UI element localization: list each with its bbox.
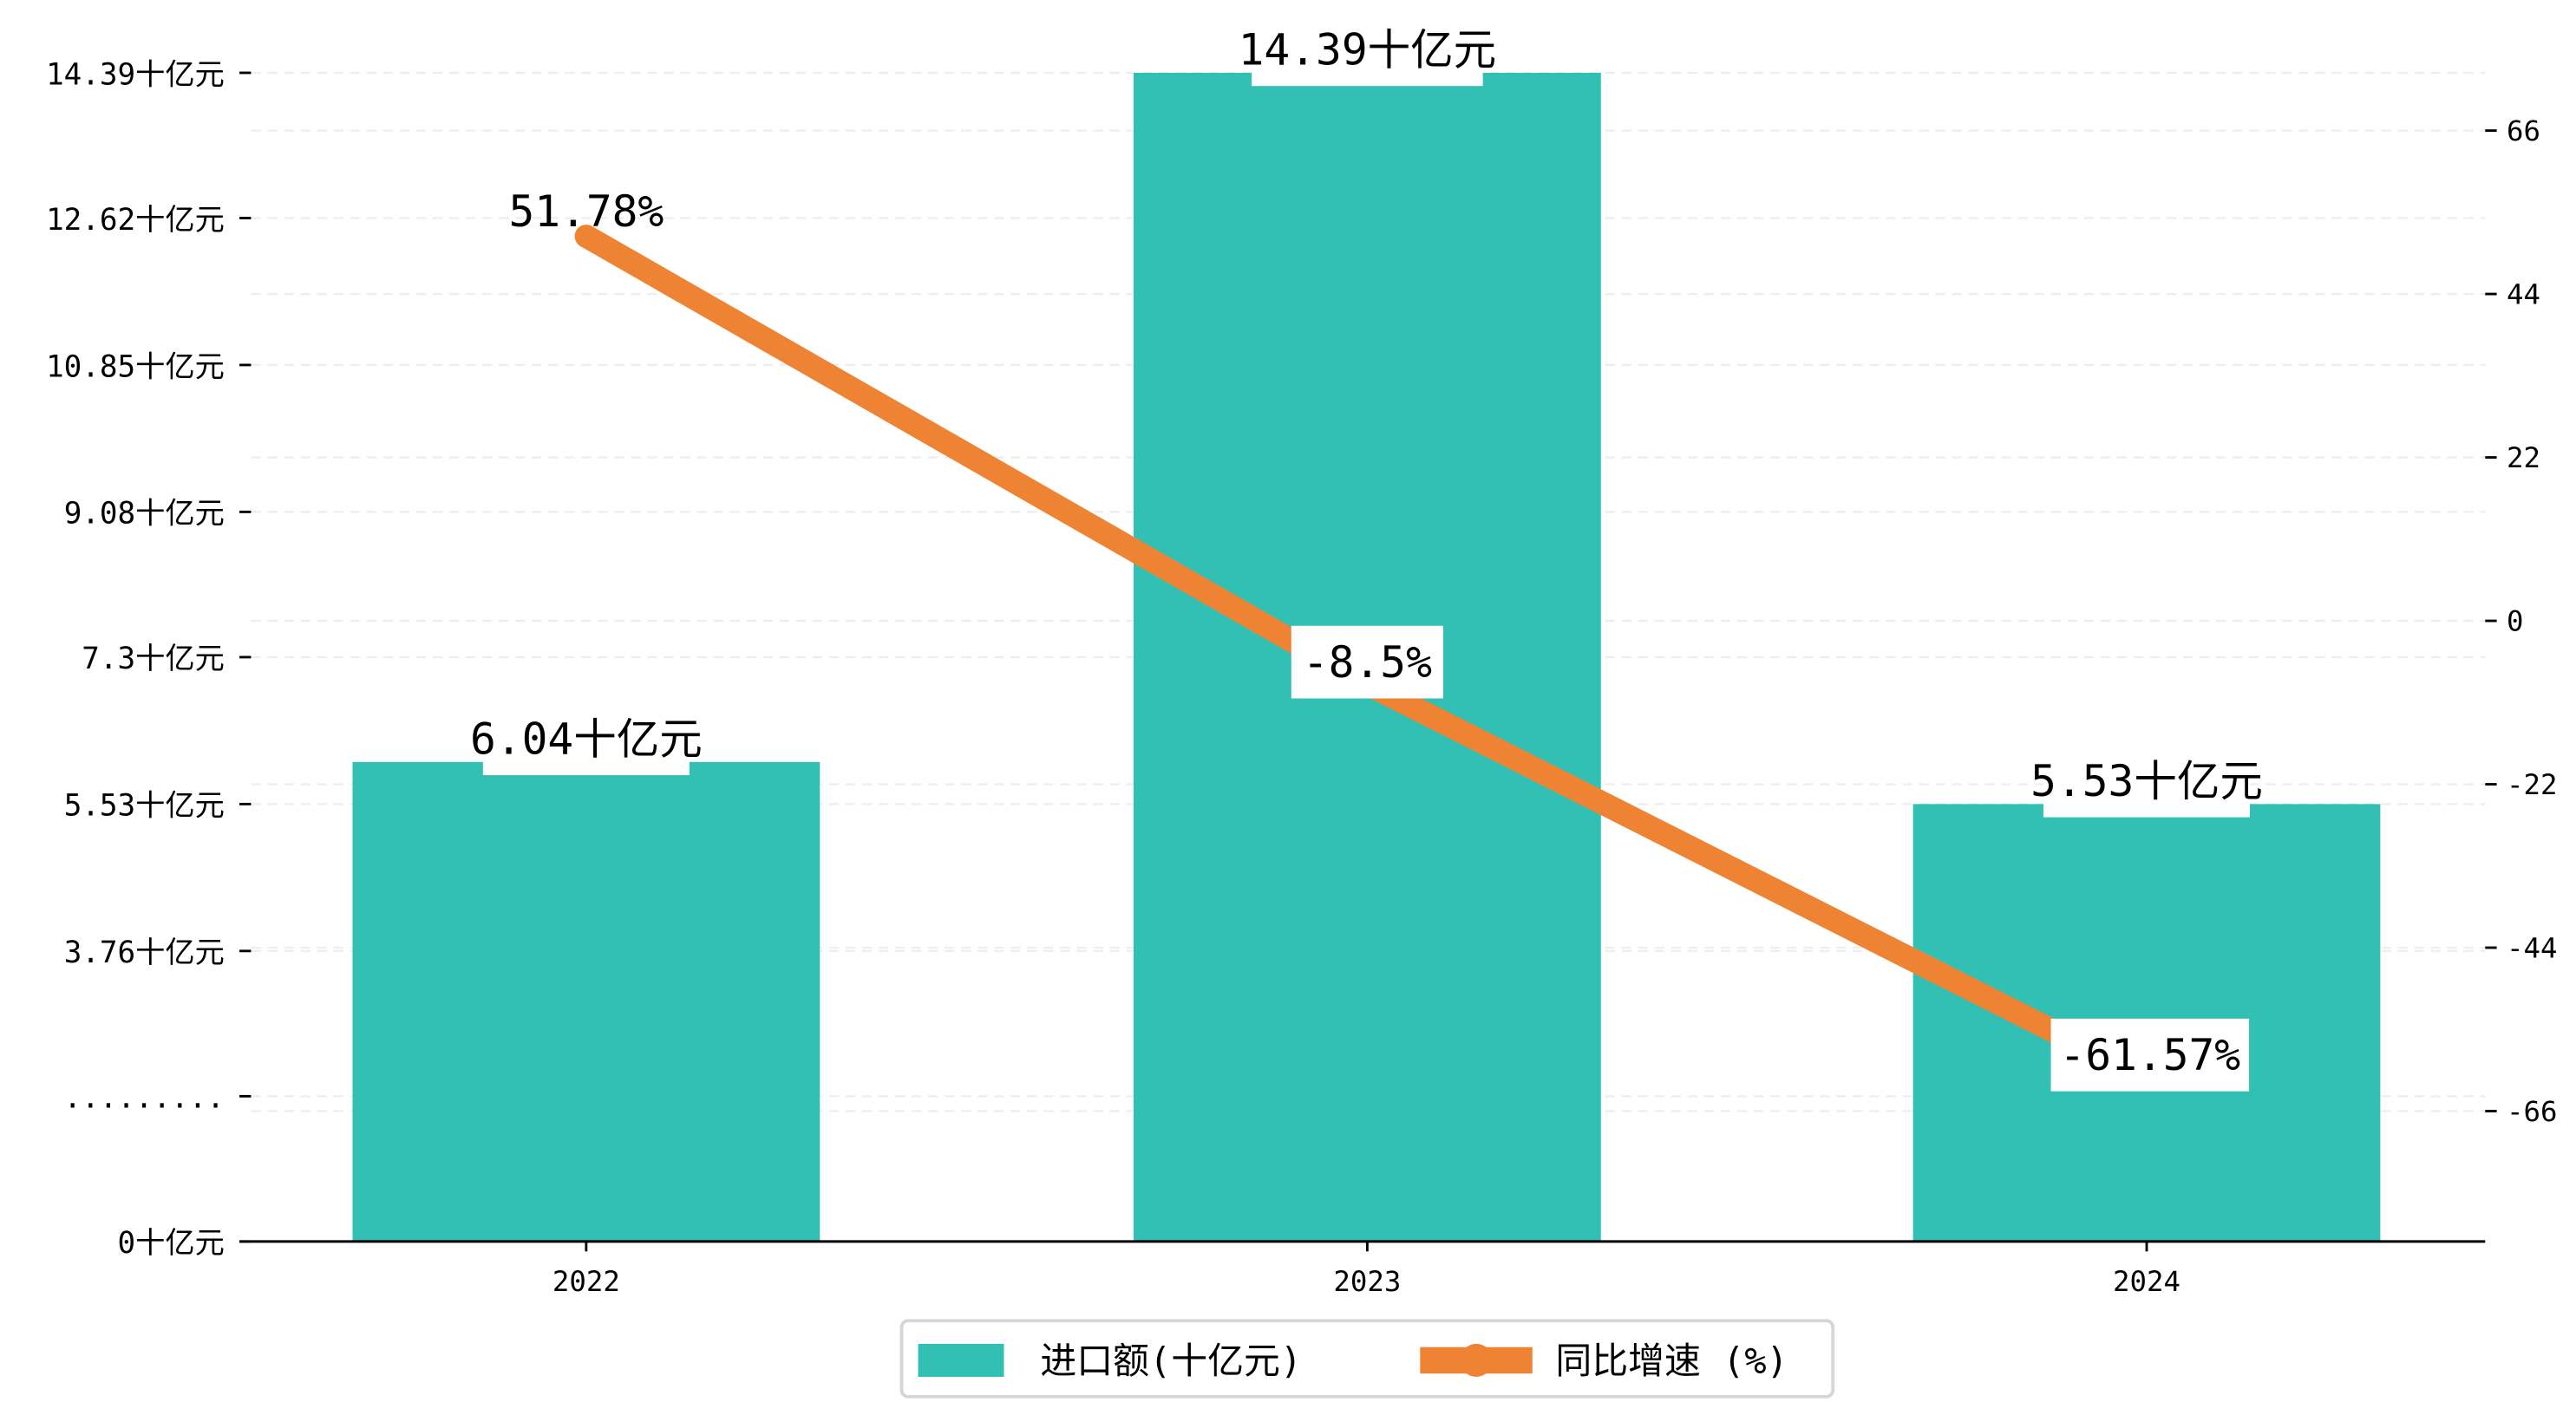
bar-value-label: 6.04十亿元: [470, 714, 703, 764]
right-tick-label: 22: [2507, 441, 2540, 474]
bar-2022: [352, 761, 821, 1242]
bar-value-label: 14.39十亿元: [1239, 24, 1497, 75]
legend-label-import: 进口额(十亿元): [1040, 1340, 1302, 1382]
right-tick-label: -44: [2507, 931, 2557, 964]
legend: 进口额(十亿元) 同比增速 (%): [899, 1319, 1835, 1399]
right-tick-label: 44: [2507, 278, 2540, 311]
left-tick-label: 5.53十亿元: [64, 789, 225, 824]
line-label-box: [1291, 625, 1443, 699]
left-tick-label: 0十亿元: [118, 1226, 225, 1261]
left-tick-label: 3.76十亿元: [64, 936, 225, 970]
legend-line-marker: [1460, 1343, 1494, 1378]
line-label-box: [2050, 1018, 2250, 1092]
legend-bar-swatch: [918, 1343, 1004, 1378]
left-tick-label: 7.3十亿元: [82, 642, 225, 676]
left-tick-label: .........: [63, 1081, 225, 1116]
left-tick-label: 12.62十亿元: [46, 203, 225, 238]
right-tick-label: -66: [2507, 1095, 2557, 1128]
growth-point-2022: [574, 225, 598, 248]
growth-value-label: -8.5%: [1303, 637, 1432, 688]
bar-label-box: [2043, 754, 2250, 818]
growth-value-label: -61.57%: [2059, 1030, 2240, 1080]
bar-label-box: [1252, 23, 1483, 87]
bar-label-box: [482, 712, 690, 776]
x-tick-label: 2023: [1333, 1265, 1401, 1298]
right-tick-label: 0: [2507, 604, 2523, 637]
x-tick-label: 2024: [2113, 1265, 2180, 1298]
left-tick-label: 9.08十亿元: [64, 497, 225, 531]
right-tick-label: -22: [2507, 768, 2557, 801]
right-tick-label: 66: [2507, 114, 2540, 147]
left-tick-label: 14.39十亿元: [46, 57, 225, 92]
legend-label-growth: 同比增速 (%): [1555, 1340, 1788, 1382]
left-tick-label: 10.85十亿元: [46, 349, 225, 384]
bar-value-label: 5.53十亿元: [2030, 756, 2263, 806]
x-tick-label: 2022: [552, 1265, 620, 1298]
growth-value-label: 51.78%: [508, 186, 664, 237]
